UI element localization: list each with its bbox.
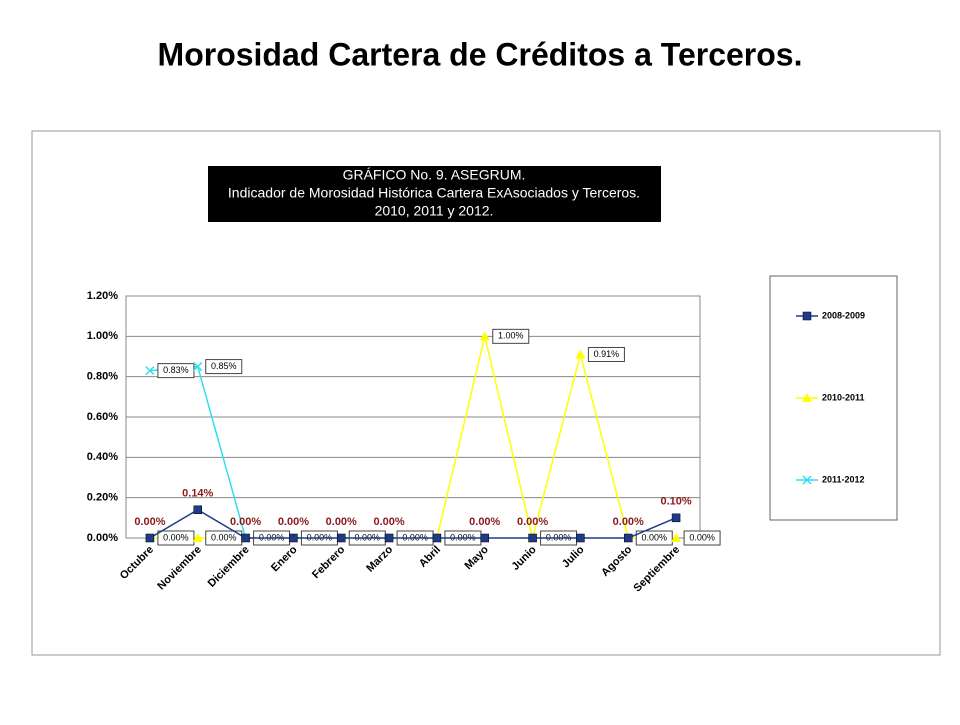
y-tick-label: 0.20% — [87, 492, 118, 504]
data-label: 0.00% — [373, 516, 404, 528]
data-label-box — [157, 530, 195, 546]
data-point — [802, 475, 812, 485]
data-label: 0.00% — [689, 532, 715, 542]
data-point — [802, 393, 812, 402]
y-tick-label: 0.80% — [87, 371, 118, 383]
data-label: 0.00% — [469, 516, 500, 528]
y-tick-label: 1.20% — [87, 290, 118, 302]
data-label: 1.00% — [498, 331, 524, 341]
data-point — [576, 533, 585, 543]
data-point — [192, 533, 203, 542]
y-tick-label: 0.00% — [87, 532, 118, 544]
data-point — [432, 533, 442, 543]
data-label: 0.85% — [211, 361, 237, 371]
data-label-box — [683, 530, 721, 546]
data-label-box — [205, 359, 243, 375]
data-point — [289, 533, 298, 543]
chart-title: 2010, 2011 y 2012. — [375, 203, 494, 219]
legend-label: 2011-2012 — [822, 474, 865, 484]
chart-title: Indicador de Morosidad Histórica Cartera… — [228, 185, 640, 201]
legend-box — [769, 275, 898, 521]
data-label: 0.00% — [230, 516, 261, 528]
data-label: 0.00% — [517, 516, 548, 528]
data-point — [624, 533, 633, 543]
data-label: 0.00% — [211, 532, 237, 542]
data-label: 0.00% — [613, 516, 644, 528]
data-point — [528, 533, 537, 543]
data-point — [384, 533, 394, 543]
data-point — [337, 533, 346, 543]
y-tick-label: 0.60% — [87, 411, 118, 423]
data-label: 0.00% — [641, 532, 667, 542]
data-label: 0.10% — [660, 496, 691, 508]
slide-title: Morosidad Cartera de Créditos a Terceros… — [158, 36, 803, 72]
chart-title: GRÁFICO No. 9. ASEGRUM. — [343, 167, 526, 183]
data-point — [480, 533, 489, 543]
data-point — [671, 513, 681, 523]
data-point — [193, 362, 203, 372]
data-label: 0.91% — [594, 349, 620, 359]
data-label-box — [635, 530, 673, 546]
legend-label: 2010-2011 — [822, 392, 865, 402]
series-line — [149, 508, 677, 539]
data-point — [479, 331, 490, 341]
data-point — [575, 349, 586, 359]
data-label: 0.00% — [163, 532, 189, 542]
y-tick-label: 0.40% — [87, 451, 118, 463]
data-label-box — [587, 346, 625, 362]
data-point — [193, 505, 202, 515]
data-label: 0.83% — [163, 365, 189, 375]
legend-label: 2008-2009 — [822, 310, 865, 320]
data-point — [671, 533, 682, 542]
chart-title-box — [208, 166, 661, 222]
data-label: 0.00% — [278, 516, 309, 528]
data-point — [145, 533, 155, 543]
data-point — [145, 366, 155, 376]
y-tick-label: 1.00% — [87, 330, 118, 342]
data-label: 0.00% — [134, 516, 165, 528]
data-label: 0.14% — [182, 488, 213, 500]
data-point — [802, 311, 812, 321]
data-point — [241, 533, 250, 543]
data-label-box — [492, 328, 530, 344]
data-label: 0.00% — [326, 516, 357, 528]
